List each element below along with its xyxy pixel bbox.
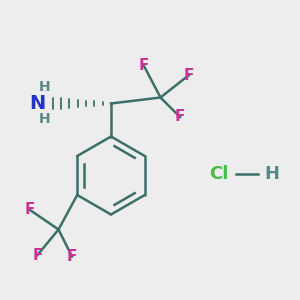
Text: Cl: Cl <box>209 165 229 183</box>
Text: H: H <box>39 80 51 94</box>
Text: F: F <box>175 110 185 124</box>
Text: F: F <box>139 58 149 74</box>
Text: N: N <box>29 94 46 113</box>
Text: F: F <box>67 249 77 264</box>
Text: F: F <box>184 68 194 82</box>
Text: F: F <box>32 248 43 262</box>
Text: F: F <box>25 202 35 217</box>
Text: H: H <box>264 165 279 183</box>
Text: H: H <box>39 112 51 126</box>
